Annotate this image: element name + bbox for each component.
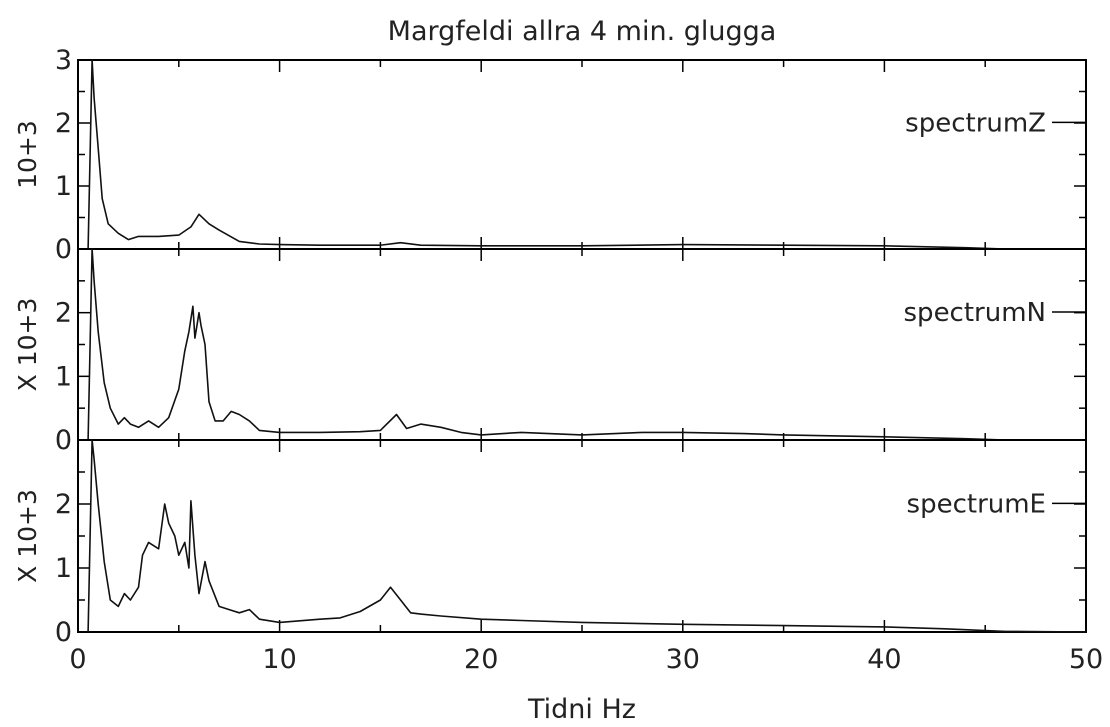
series-label: spectrumE — [907, 489, 1046, 519]
y-tick-label: 0 — [55, 617, 72, 648]
panel-frame — [77, 248, 1087, 441]
x-tick-label: 40 — [867, 644, 901, 675]
panel-spectrumE: 0 1 2 X 10+3 spectrumE — [13, 439, 1087, 648]
x-axis: 0 10 20 30 40 50 — [69, 644, 1103, 675]
chart-title: Margfeldi allra 4 min. glugga — [388, 16, 777, 47]
panel-frame — [77, 439, 1087, 633]
y-axis-label: X 10+3 — [13, 489, 42, 583]
x-tick-label: 0 — [69, 644, 86, 675]
y-tick-label: 1 — [55, 361, 72, 392]
panel-spectrumN: 0 1 2 X 10+3 spectrumN — [13, 248, 1087, 456]
y-tick-label: 2 — [55, 108, 72, 139]
x-axis-label: Tidni Hz — [527, 694, 636, 725]
y-tick-label: 0 — [55, 234, 72, 265]
x-tick-label: 30 — [666, 644, 700, 675]
y-axis-label: X 10+3 — [13, 298, 42, 392]
y-tick-label: 0 — [55, 425, 72, 456]
x-tick-label: 50 — [1069, 644, 1103, 675]
series-label: spectrumN — [904, 298, 1046, 328]
panel-group: 0 1 2 3 10+3 spectrumZ 0 1 2 X 10+3 spectrumN 0 1 2 X … — [13, 45, 1087, 648]
y-tick-label: 1 — [55, 553, 72, 584]
panel-spectrumZ: 0 1 2 3 10+3 spectrumZ — [13, 45, 1087, 265]
series-line-spectrumZ — [87, 59, 1086, 250]
series-line-spectrumN — [87, 248, 1086, 441]
y-tick-label: 1 — [55, 171, 72, 202]
y-tick-label: 2 — [55, 298, 72, 329]
y-tick-label: 3 — [55, 45, 72, 76]
series-line-spectrumE — [87, 439, 1087, 633]
series-label: spectrumZ — [905, 108, 1046, 138]
x-tick-label: 10 — [262, 644, 296, 675]
panel-frame — [77, 59, 1087, 250]
y-tick-label: 2 — [55, 489, 72, 520]
x-tick-label: 20 — [464, 644, 498, 675]
y-axis-label: 10+3 — [13, 120, 42, 189]
